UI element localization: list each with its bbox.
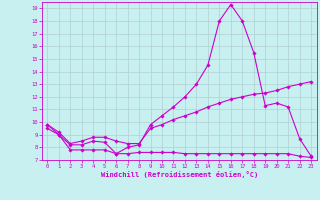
X-axis label: Windchill (Refroidissement éolien,°C): Windchill (Refroidissement éolien,°C)	[100, 171, 258, 178]
